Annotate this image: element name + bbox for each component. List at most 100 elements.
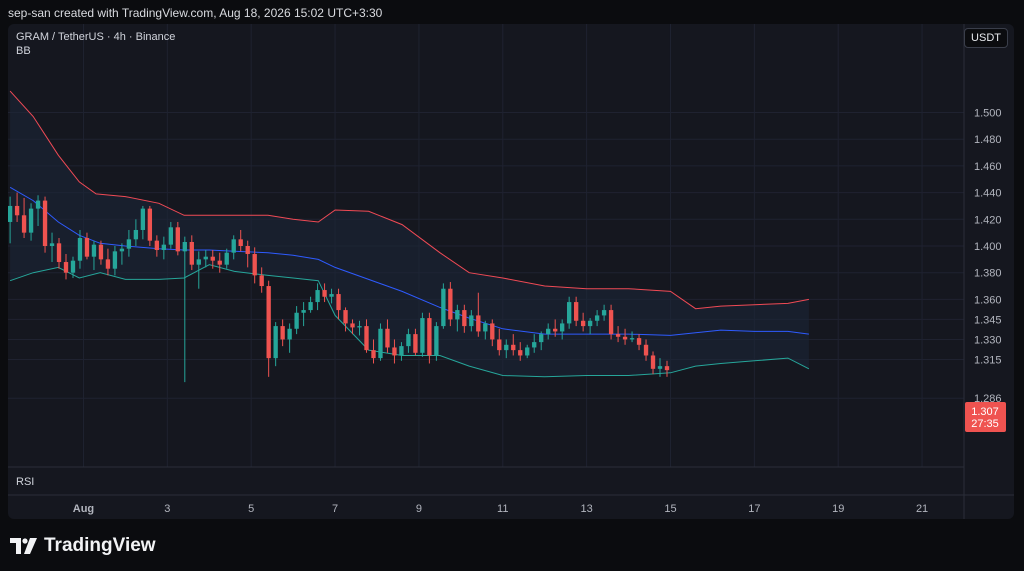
candle (553, 319, 558, 337)
bollinger-upper-line (9, 90, 809, 310)
candle-body (504, 344, 509, 351)
candle-body (573, 302, 579, 321)
price-tick-label: 1.400 (974, 241, 1002, 253)
candle-body (532, 342, 537, 348)
candle-body (490, 323, 495, 340)
candle-body (587, 320, 593, 327)
candle (49, 232, 55, 263)
indicator-legend-bb[interactable]: BB (16, 45, 31, 57)
bollinger-band-fill (10, 91, 809, 377)
candle-body (378, 328, 383, 359)
candle (636, 334, 642, 351)
time-axis: Aug 3 5 7 9 11 13 15 17 19 21 (73, 503, 928, 515)
candle (546, 323, 551, 340)
candle-body (560, 323, 565, 332)
candle (203, 250, 208, 268)
candle (392, 339, 397, 364)
chart-panel[interactable]: 1.500 1.480 1.460 1.440 1.420 1.400 1.380 1.360… (8, 24, 1014, 519)
candle-body (594, 315, 600, 321)
candle (147, 205, 153, 246)
candle (21, 197, 27, 238)
rsi-pane-label[interactable]: RSI (16, 476, 35, 488)
tradingview-brand: TradingView (10, 535, 156, 557)
candle (140, 205, 146, 240)
bollinger-lower-line (9, 264, 810, 378)
candle (98, 240, 104, 265)
candle (231, 235, 236, 260)
candle-body (357, 326, 362, 328)
candle-body (203, 256, 208, 260)
candle-body (259, 275, 264, 287)
candle (350, 319, 355, 335)
candle (112, 246, 118, 276)
last-price-tag: 1.307 27:35 (965, 402, 1006, 432)
candle (594, 310, 600, 327)
candle-body (622, 336, 628, 340)
candle-body (364, 326, 369, 351)
candle-body (371, 350, 376, 359)
candle-body (462, 310, 467, 327)
candle-body (70, 260, 76, 273)
candle (587, 318, 593, 335)
candle (490, 319, 495, 347)
candle-body (119, 248, 125, 252)
price-axis: 1.500 1.480 1.460 1.440 1.420 1.400 1.380 1.360… (974, 108, 1002, 406)
currency-button[interactable]: USDT (964, 28, 1008, 48)
candle-body (210, 256, 215, 261)
candle-body (280, 326, 285, 340)
candle (566, 296, 572, 329)
candle (497, 328, 502, 356)
candle (525, 344, 530, 359)
price-tick-label: 1.345 (974, 314, 1002, 326)
candle-body (511, 344, 516, 351)
candle-body (21, 215, 27, 233)
price-chart[interactable]: 1.500 1.480 1.460 1.440 1.420 1.400 1.380 1.360… (8, 24, 1014, 519)
candle (168, 221, 173, 249)
candle (63, 254, 69, 280)
candle-body (539, 334, 544, 343)
candle (357, 320, 362, 336)
candle (245, 240, 250, 268)
candle (406, 328, 411, 353)
candle-body (441, 288, 446, 327)
candle (119, 243, 125, 265)
candle (336, 288, 341, 320)
symbol-legend[interactable]: GRAM / TetherUS · 4h · Binance (16, 31, 176, 43)
candle-body (105, 259, 111, 269)
candle (664, 360, 670, 377)
candle-body (566, 302, 572, 324)
candle-body (56, 243, 62, 263)
candle (650, 351, 656, 375)
price-tick-label: 1.500 (974, 108, 1002, 120)
last-price-value: 1.307 (971, 406, 999, 418)
candle-body (469, 315, 474, 327)
time-tick-label: 5 (248, 503, 254, 515)
candle (518, 342, 523, 361)
attribution-text: sep-san created with TradingView.com, Au… (8, 6, 383, 20)
candle (483, 320, 488, 340)
candle-body (525, 347, 530, 356)
candle (259, 267, 264, 293)
candle-body (14, 205, 20, 216)
candle (154, 235, 160, 257)
candle-body (238, 239, 243, 246)
candle-body (189, 241, 194, 265)
candle-body (427, 318, 432, 356)
candle-body (8, 205, 13, 222)
candle-body (126, 239, 132, 249)
time-tick-label: Aug (73, 503, 94, 515)
candle (105, 248, 111, 276)
candle-body (49, 243, 55, 246)
candle-body (112, 251, 118, 269)
candle (399, 342, 404, 361)
candle (532, 334, 537, 353)
candle (329, 288, 334, 304)
candle-body (601, 310, 607, 316)
candle-body (42, 200, 48, 246)
candle-body (245, 246, 250, 255)
candle (371, 339, 376, 364)
candle (287, 323, 292, 353)
candle (580, 312, 586, 332)
candle-body (385, 328, 390, 348)
candle (70, 256, 76, 279)
